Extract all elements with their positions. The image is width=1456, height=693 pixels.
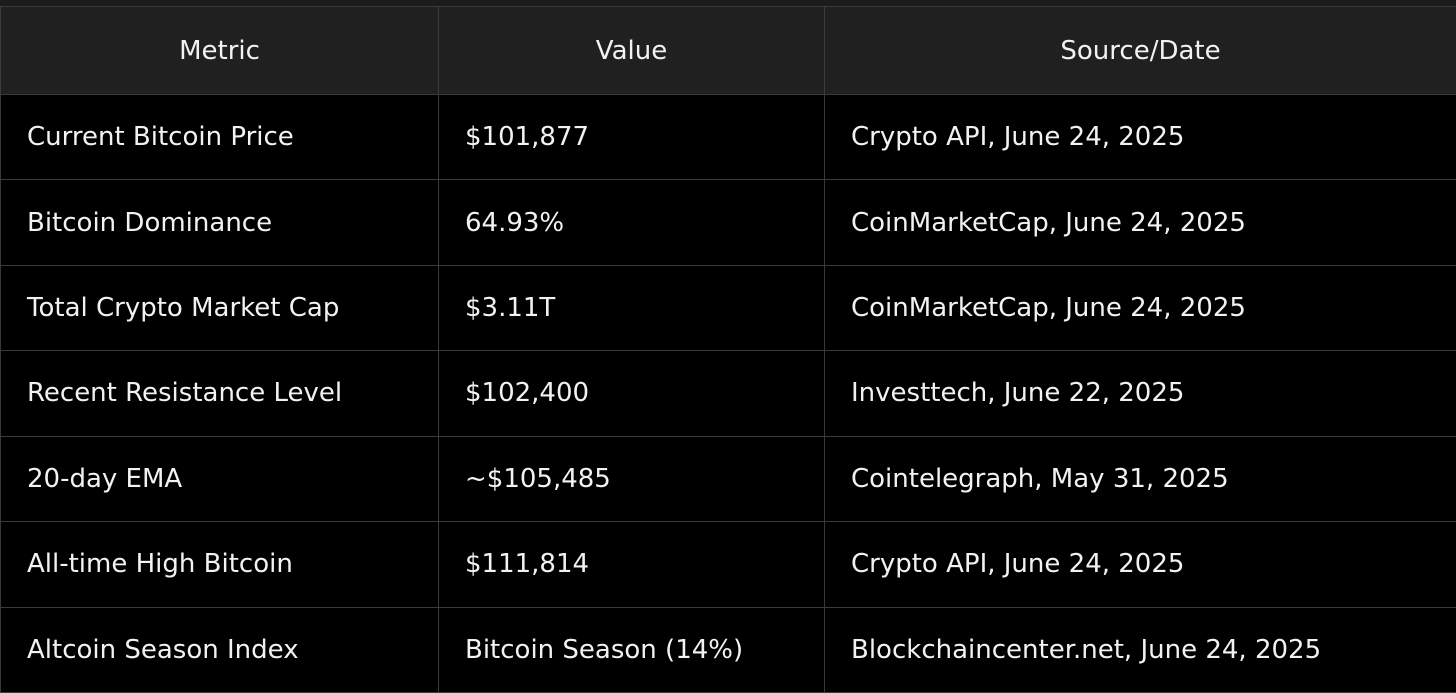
table-cell: Crypto API, June 24, 2025 [824, 521, 1456, 608]
table-cell: Crypto API, June 24, 2025 [824, 93, 1456, 181]
table-cell: 20-day EMA [0, 435, 439, 523]
table-cell: CoinMarketCap, June 24, 2025 [824, 264, 1456, 352]
header-cell: Metric [0, 6, 439, 95]
table-row: 20-day EMA ~$105,485 Cointelegraph, May 31… [0, 435, 1456, 523]
table-cell: $102,400 [438, 350, 825, 437]
table-cell: $101,877 [438, 93, 825, 181]
table-cell: Current Bitcoin Price [0, 93, 439, 181]
table-row: Altcoin Season Index Bitcoin Season (14%)… [0, 606, 1456, 693]
table-cell: ~$105,485 [438, 435, 825, 523]
header-cell: Source/Date [824, 6, 1456, 95]
table-cell: Investtech, June 22, 2025 [824, 350, 1456, 437]
table-container: Metric Value Source/Date Current Bitcoin P… [0, 6, 1456, 693]
table-cell: Cointelegraph, May 31, 2025 [824, 435, 1456, 523]
table-cell: $111,814 [438, 521, 825, 608]
table-row: Bitcoin Dominance 64.93% CoinMarketCap, Ju… [0, 179, 1456, 266]
table-row: All-time High Bitcoin $111,814 Crypto API,… [0, 521, 1456, 608]
table-row: Recent Resistance Level $102,400 Investtec… [0, 350, 1456, 437]
table-row: Current Bitcoin Price $101,877 Crypto API,… [0, 93, 1456, 181]
table-cell: All-time High Bitcoin [0, 521, 439, 608]
table-cell: CoinMarketCap, June 24, 2025 [824, 179, 1456, 266]
table-cell: Altcoin Season Index [0, 606, 439, 693]
data-table: Metric Value Source/Date Current Bitcoin P… [0, 6, 1456, 693]
table-cell: Bitcoin Season (14%) [438, 606, 825, 693]
table-cell: Total Crypto Market Cap [0, 264, 439, 352]
table-cell: Bitcoin Dominance [0, 179, 439, 266]
table-cell: 64.93% [438, 179, 825, 266]
table-row: Total Crypto Market Cap $3.11T CoinMarketC… [0, 264, 1456, 352]
header-cell: Value [438, 6, 825, 95]
header-row: Metric Value Source/Date [0, 6, 1456, 95]
table-cell: $3.11T [438, 264, 825, 352]
table-cell: Recent Resistance Level [0, 350, 439, 437]
table-cell: Blockchaincenter.net, June 24, 2025 [824, 606, 1456, 693]
